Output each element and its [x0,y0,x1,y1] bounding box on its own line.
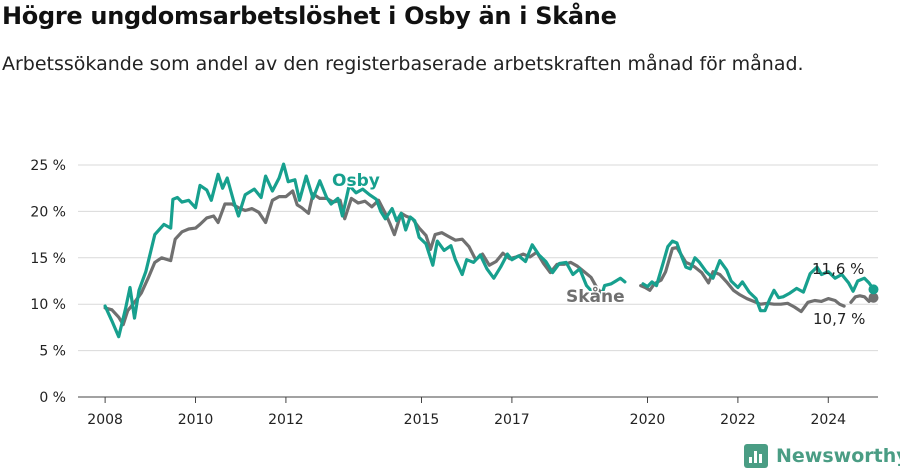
series-label-skane: Skåne [566,285,625,307]
end-label-skane: 10,7 % [813,310,865,328]
series-lines [103,162,879,339]
chart-subtitle: Arbetssökande som andel av den registerb… [2,53,804,75]
x-tick-label: 2022 [720,412,756,428]
y-tick-label: 20 % [30,204,66,220]
y-tick-label: 15 % [30,251,66,267]
chart-title: Högre ungdomsarbetslöshet i Osby än i Sk… [2,2,617,30]
series-line-osby [641,239,876,313]
end-point-osby [868,284,879,295]
newsworthy-logo: Newsworthy [744,441,900,471]
series-line-osby [103,162,627,339]
brand-name: Newsworthy [776,445,900,467]
series-labels: Osby Skåne 11,6 % 10,7 % [331,170,866,329]
x-tick-label: 2010 [178,412,214,428]
y-tick-label: 10 % [30,297,66,313]
x-tick-label: 2012 [268,412,304,428]
y-tick-label: 25 % [30,158,66,174]
end-point-skane [868,292,879,303]
y-tick-label: 0 % [39,390,66,406]
axes: 0 % 5 % 10 % 15 % 20 % 25 % 2008 2010 2012 2015 20… [30,158,846,428]
grid-lines [78,164,878,398]
bar-chart-icon [744,444,768,468]
end-label-osby: 11,6 % [812,260,864,278]
x-tick-label: 2015 [404,412,440,428]
series-label-osby: Osby [332,171,380,191]
y-tick-label: 5 % [39,344,66,360]
x-tick-label: 2020 [630,412,666,428]
x-tick-label: 2017 [494,412,530,428]
series-line-skane [639,246,846,314]
x-tick-label: 2008 [87,412,123,428]
x-tick-label: 2024 [810,412,846,428]
